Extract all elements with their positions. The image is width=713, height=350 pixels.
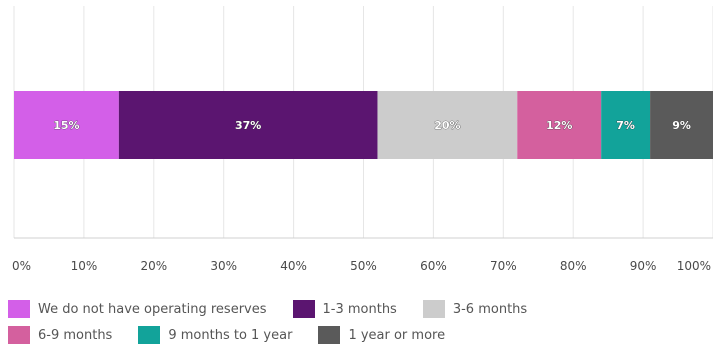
bar-segment (601, 91, 651, 159)
legend-swatch (318, 326, 341, 344)
legend-label: 1-3 months (322, 301, 397, 317)
x-tick-label: 40% (280, 259, 307, 273)
x-tick-label: 20% (140, 259, 167, 273)
bar-segments (14, 91, 713, 159)
bar-data-label: 12% (546, 119, 572, 132)
legend-item: 9 months to 1 year (138, 326, 292, 344)
x-tick-label: 70% (490, 259, 517, 273)
legend-item: We do not have operating reserves (8, 300, 267, 318)
legend-swatch (422, 300, 445, 318)
bar-data-label: 37% (235, 119, 261, 132)
bar-data-label: 7% (616, 119, 635, 132)
legend-label: 9 months to 1 year (168, 327, 293, 343)
legend: We do not have operating reserves 1-3 mo… (8, 296, 708, 348)
legend-item: 1-3 months (292, 300, 397, 318)
x-tick-label: 0% (12, 259, 31, 273)
legend-label: We do not have operating reserves (38, 301, 267, 317)
bar-segment (650, 91, 713, 159)
bar-data-label: 9% (672, 119, 691, 132)
legend-item: 1 year or more (318, 326, 445, 344)
legend-row-1: We do not have operating reserves 1-3 mo… (8, 296, 708, 322)
bar-labels: 15% 37% 20% 12% 7% 9% (53, 119, 691, 133)
legend-label: 6-9 months (38, 327, 113, 343)
legend-item: 6-9 months (8, 326, 112, 344)
legend-swatch (8, 326, 30, 344)
x-axis-ticks: 0% 10% 20% 30% 40% 50% 60% 70% 80% 90% 100% (12, 259, 711, 273)
legend-label: 3-6 months (452, 301, 528, 317)
bar-segment (14, 91, 119, 159)
legend-row-2: 6-9 months 9 months to 1 year 1 year or … (8, 322, 708, 348)
bar-data-label: 20% (434, 119, 460, 132)
bar-segment (377, 91, 518, 159)
legend-label: 1 year or more (348, 327, 446, 343)
x-tick-label: 30% (210, 259, 237, 273)
bar-data-label: 15% (53, 119, 79, 132)
bar-segment (517, 91, 602, 159)
legend-item: 3-6 months (422, 300, 528, 318)
stacked-bar-chart: 15% 37% 20% 12% 7% 9% 0% 10% 20% 30% 40% 50% 60% 70%… (12, 6, 713, 273)
x-tick-label: 10% (71, 259, 98, 273)
legend-swatch (292, 300, 315, 318)
x-tick-label: 90% (630, 259, 657, 273)
x-tick-label: 60% (420, 259, 447, 273)
legend-swatch (138, 326, 161, 344)
legend-swatch (8, 300, 30, 318)
x-tick-label: 80% (560, 259, 587, 273)
x-tick-label: 50% (350, 259, 377, 273)
x-tick-label: 100% (677, 259, 711, 273)
bar-segment (118, 91, 378, 159)
